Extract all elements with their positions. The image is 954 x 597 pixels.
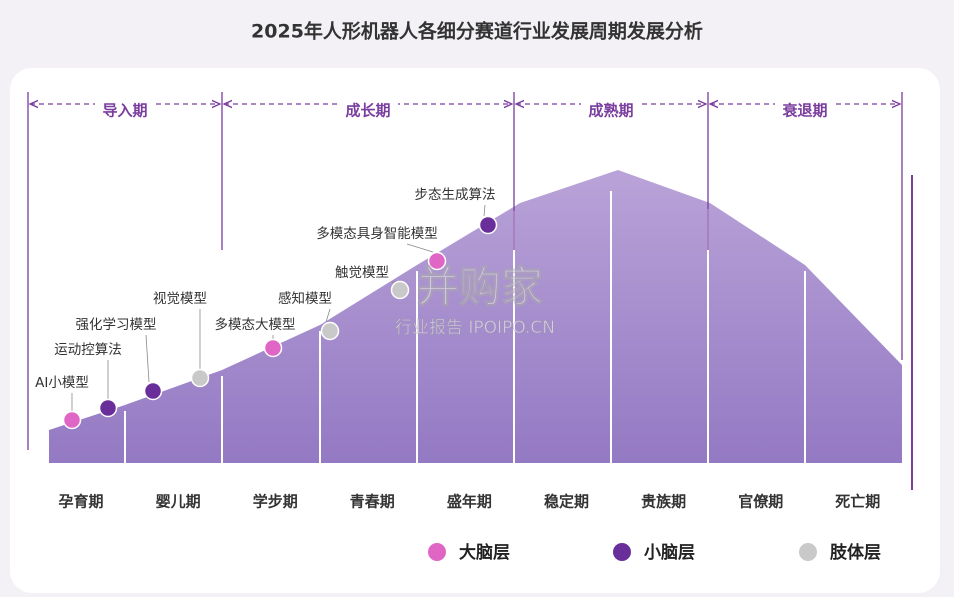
pointer-line <box>325 308 331 323</box>
stage-label: 孕育期 <box>58 493 103 511</box>
watermark-brand: 并购家 <box>417 263 543 312</box>
point-label: 强化学习模型 <box>76 317 157 333</box>
point-marker <box>478 215 498 235</box>
stage-label: 盛年期 <box>447 493 492 511</box>
stage-label: 婴儿期 <box>156 493 201 511</box>
point-marker <box>62 410 82 430</box>
stage-label: 贵族期 <box>641 493 686 511</box>
phase-label-bg <box>581 96 641 112</box>
stage-label: 官僚期 <box>738 493 783 511</box>
point-marker <box>263 338 283 358</box>
phase-label: 成熟期 <box>588 102 633 120</box>
stage-dividers <box>124 191 806 463</box>
stage-label: 青春期 <box>350 493 395 511</box>
stage-label: 学步期 <box>253 493 298 511</box>
point-label: 多模态具身智能模型 <box>316 225 438 242</box>
pointer-line <box>406 243 434 253</box>
point-marker <box>190 368 210 388</box>
watermark-sub: 行业报告 IPOIPO.CN <box>395 318 555 338</box>
curve-area <box>49 170 902 463</box>
point-label: 触觉模型 <box>335 265 389 281</box>
point-marker <box>427 251 447 271</box>
stage-label: 死亡期 <box>835 493 880 511</box>
legend-marker <box>613 543 631 561</box>
legend-label: 肢体层 <box>830 542 881 563</box>
point-label: 视觉模型 <box>153 291 207 307</box>
point-label: 步态生成算法 <box>415 187 496 203</box>
point-marker <box>320 321 340 341</box>
point-marker <box>143 381 163 401</box>
phase-label-bg <box>775 96 835 112</box>
watermark: 并购家 行业报告 IPOIPO.CN <box>395 262 556 338</box>
point-marker <box>390 280 410 300</box>
stage-label: 稳定期 <box>544 493 589 511</box>
point-marker <box>98 398 118 418</box>
point-label: 多模态大模型 <box>215 316 296 333</box>
title: 2025年人形机器人各细分赛道行业发展周期发展分析 <box>251 20 703 43</box>
phase-label: 衰退期 <box>781 102 827 120</box>
phase-label-bg <box>338 96 398 112</box>
phase-label: 导入期 <box>102 102 147 120</box>
point-label: 运动控算法 <box>54 342 122 358</box>
stages: 孕育期 婴儿期 学步期 青春期 盛年期 稳定期 贵族期 官僚期 死亡期 <box>58 493 880 511</box>
pointer-line <box>391 280 397 284</box>
phases: 导入期 成长期 成熟期 衰退期 <box>27 92 903 450</box>
legend-label: 小脑层 <box>644 542 695 563</box>
point-label: 感知模型 <box>278 290 332 307</box>
legend-label: 大脑层 <box>459 542 510 563</box>
legend: 大脑层 小脑层 肢体层 <box>428 542 881 563</box>
legend-marker <box>799 543 817 561</box>
phase-label-bg <box>95 96 155 112</box>
point-label: AI小模型 <box>35 375 89 391</box>
pointer-line <box>145 334 150 383</box>
pointer-line <box>483 204 486 217</box>
phase-label: 成长期 <box>345 102 390 120</box>
legend-marker <box>428 543 446 561</box>
